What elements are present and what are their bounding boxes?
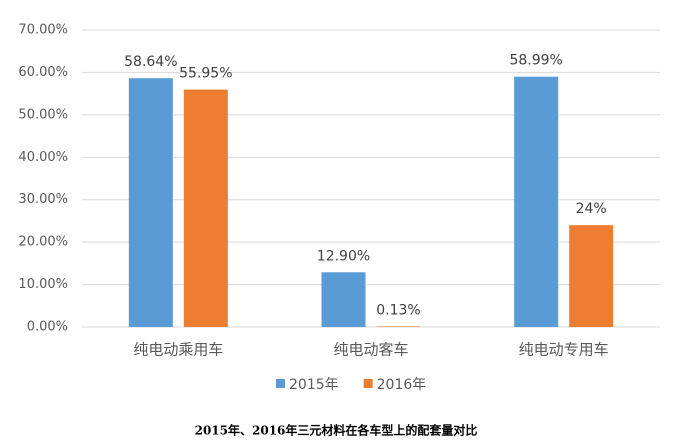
bar [128,78,173,328]
y-tick-label: 40.00% [18,150,68,165]
value-label: 0.13% [376,302,420,318]
bar [376,326,421,327]
y-tick-label: 60.00% [18,65,68,80]
value-label: 12.90% [317,248,370,264]
value-label: 24% [576,201,607,217]
x-tick-label: 纯电动客车 [333,341,408,359]
legend-label: 2016年 [377,377,427,393]
value-label: 58.99% [509,53,562,69]
bar [569,225,614,327]
value-label: 58.64% [124,54,177,70]
y-tick-label: 10.00% [18,277,68,292]
bar [321,272,366,327]
value-label: 55.95% [179,66,232,82]
bar [514,76,559,327]
y-tick-label: 0.00% [27,320,68,335]
legend-swatch [276,379,285,388]
legend-label: 2015年 [289,377,339,393]
x-tick-label: 纯电动乘用车 [133,341,223,359]
bar [183,89,228,327]
legend-swatch [363,379,373,388]
x-tick-label: 纯电动专用车 [519,341,609,359]
y-tick-label: 30.00% [18,192,68,207]
y-tick-label: 70.00% [18,23,68,38]
chart-title: 2015年、2016年三元材料在各车型上的配套量对比 [195,423,478,438]
y-tick-label: 20.00% [18,235,68,250]
y-tick-label: 50.00% [18,107,68,122]
